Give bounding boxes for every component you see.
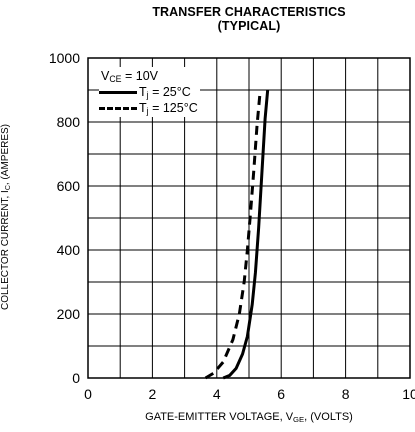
y-tick-label: 800: [57, 114, 81, 130]
y-tick-label: 0: [72, 370, 80, 386]
x-tick-label: 0: [84, 386, 92, 402]
y-tick-label: 400: [57, 242, 81, 258]
legend-label-125c-sub: j: [146, 106, 149, 116]
x-tick-label: 4: [213, 386, 221, 402]
x-axis-label: GATE-EMITTER VOLTAGE, VGE, (VOLTS): [88, 411, 410, 424]
series-line-25c: [222, 89, 270, 380]
legend-label-25c-suffix: = 25°C: [148, 85, 191, 99]
chart-title: TRANSFER CHARACTERISTICS: [152, 5, 346, 19]
legend-header-prefix: V: [101, 69, 110, 83]
series-line-125c: [204, 89, 262, 380]
legend-item-125c: Tj = 125°C: [99, 100, 198, 116]
legend-label-25c-sub: j: [146, 90, 149, 100]
x-tick-label: 8: [342, 386, 350, 402]
legend-header-suffix: = 10V: [121, 69, 158, 83]
x-axis-label-prefix: GATE-EMITTER VOLTAGE, V: [145, 411, 294, 423]
y-tick-label: 200: [57, 306, 81, 322]
legend-label-125c-prefix: T: [139, 101, 147, 115]
legend: VCE = 10V Tj = 25°C Tj = 125°C: [99, 67, 200, 117]
legend-swatch-dashed: [99, 106, 137, 110]
legend-header-sub: CE: [109, 74, 122, 84]
legend-label-125c-suffix: = 125°C: [148, 101, 198, 115]
x-axis-label-sub: GE: [293, 415, 305, 424]
legend-label-125c: Tj = 125°C: [139, 100, 198, 116]
y-tick-label: 600: [57, 178, 81, 194]
x-tick-label: 10: [402, 386, 415, 402]
x-axis-label-suffix: , (VOLTS): [304, 411, 353, 423]
legend-label-25c-prefix: T: [139, 85, 147, 99]
legend-swatch-solid: [99, 90, 137, 94]
legend-label-25c: Tj = 25°C: [139, 84, 191, 100]
legend-item-25c: Tj = 25°C: [99, 84, 198, 100]
legend-header: VCE = 10V: [99, 68, 198, 84]
chart-subtitle: (TYPICAL): [217, 19, 281, 33]
plot-frame: [87, 57, 411, 379]
x-tick-label: 2: [149, 386, 157, 402]
y-tick-label: 1000: [49, 50, 80, 66]
x-tick-label: 6: [277, 386, 285, 402]
